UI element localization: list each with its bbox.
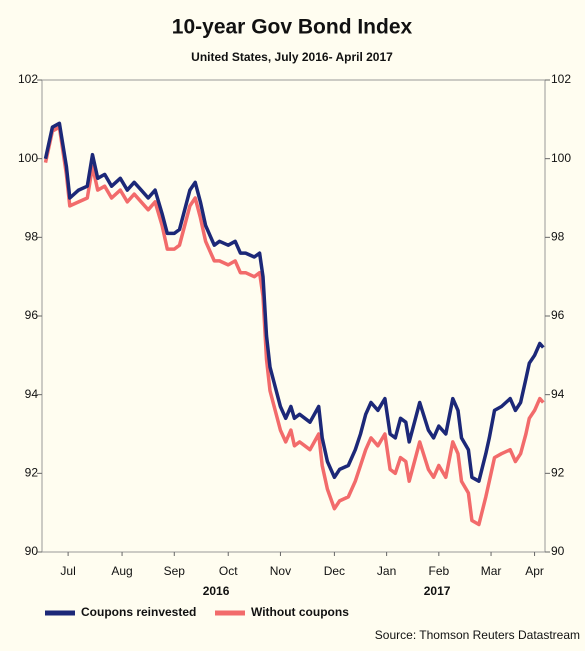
y-tick-label: 102: [18, 72, 38, 86]
year-label: 2017: [424, 584, 451, 598]
x-tick-label: Apr: [525, 564, 544, 578]
y-tick-label: 96: [25, 308, 39, 322]
x-tick-label: Jul: [60, 564, 75, 578]
y2-tick-label: 90: [551, 544, 565, 558]
y-tick-label: 100: [18, 151, 38, 165]
source: Source: Thomson Reuters Datastream: [375, 628, 580, 642]
y2-tick-label: 92: [551, 466, 565, 480]
x-tick-label: Dec: [324, 564, 345, 578]
y-tick-label: 92: [25, 466, 39, 480]
legend-label: Without coupons: [251, 605, 349, 619]
series-line: [43, 121, 545, 483]
year-label: 2016: [203, 584, 230, 598]
chart-title: 10-year Gov Bond Index: [172, 16, 413, 39]
y-tick-label: 94: [25, 387, 39, 401]
y2-tick-label: 98: [551, 230, 565, 244]
x-tick-label: Jan: [377, 564, 396, 578]
y-tick-label: 98: [25, 230, 39, 244]
y-tick-label: 90: [25, 544, 39, 558]
y2-tick-label: 100: [551, 151, 571, 165]
x-tick-label: Sep: [164, 564, 186, 578]
x-tick-label: Aug: [111, 564, 132, 578]
y2-tick-label: 96: [551, 308, 565, 322]
legend-label: Coupons reinvested: [81, 605, 196, 619]
x-tick-label: Nov: [270, 564, 291, 578]
x-tick-label: Feb: [428, 564, 449, 578]
series-line: [43, 125, 545, 527]
x-tick-label: Mar: [481, 564, 502, 578]
x-tick-label: Oct: [219, 564, 238, 578]
chart-subtitle: United States, July 2016- April 2017: [191, 50, 393, 64]
y2-tick-label: 94: [551, 387, 565, 401]
y2-tick-label: 102: [551, 72, 571, 86]
